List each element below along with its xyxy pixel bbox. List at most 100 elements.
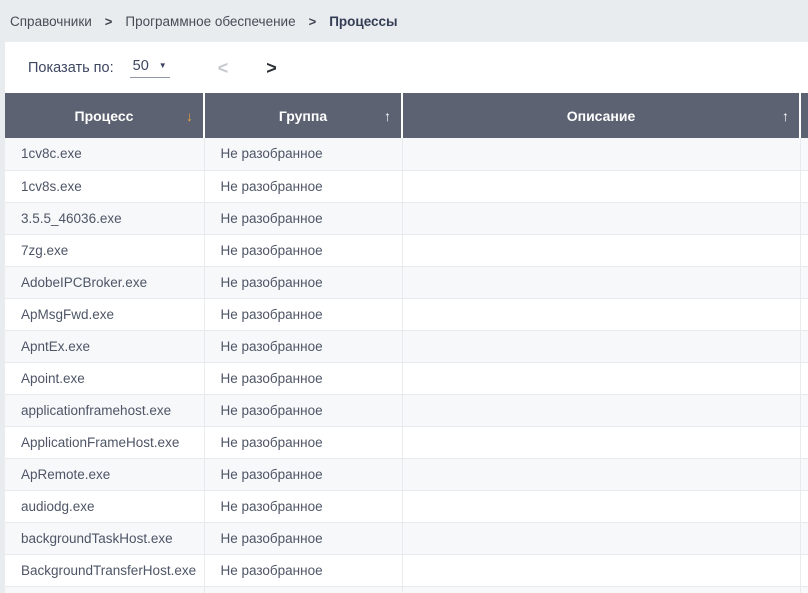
description-cell bbox=[402, 394, 801, 427]
table-row[interactable]: ApplicationFrameHost.exe Не разобранное bbox=[5, 426, 808, 459]
toolbar: Показать по: 50 ▼ < > bbox=[5, 42, 808, 93]
table-row[interactable]: 1cv8c.exe Не разобранное bbox=[5, 138, 808, 171]
description-cell bbox=[402, 362, 801, 395]
page-size-value: 50 bbox=[132, 57, 149, 74]
table-row[interactable]: AdobeIPCBroker.exe Не разобранное bbox=[5, 266, 808, 299]
table-row[interactable]: 7zg.exe Не разобранное bbox=[5, 234, 808, 267]
group-cell bbox=[204, 586, 403, 593]
process-cell: applicationframehost.exe bbox=[5, 394, 205, 427]
table-row[interactable]: audiodg.exe Не разобранное bbox=[5, 490, 808, 523]
description-cell bbox=[402, 170, 801, 203]
column-header-description[interactable]: Описание ↑ bbox=[402, 93, 801, 138]
breadcrumb-item-directories[interactable]: Справочники bbox=[10, 13, 92, 29]
description-cell bbox=[402, 202, 801, 235]
overflow-cell bbox=[800, 266, 808, 299]
group-cell: Не разобранное bbox=[204, 458, 403, 491]
overflow-cell bbox=[800, 138, 808, 171]
page-size-select[interactable]: 50 ▼ bbox=[129, 57, 170, 78]
next-page-button[interactable]: > bbox=[260, 57, 283, 79]
overflow-cell bbox=[800, 330, 808, 363]
column-header-group[interactable]: Группа ↑ bbox=[204, 93, 403, 138]
group-cell: Не разобранное bbox=[204, 138, 403, 171]
table-row[interactable] bbox=[5, 586, 808, 593]
description-cell bbox=[402, 234, 801, 267]
overflow-cell bbox=[800, 586, 808, 593]
process-cell: backgroundTaskHost.exe bbox=[5, 522, 205, 555]
description-cell bbox=[402, 426, 801, 459]
overflow-cell bbox=[800, 394, 808, 427]
description-cell bbox=[402, 458, 801, 491]
table-header-row: Процесс ↓ Группа ↑ Описание ↑ bbox=[5, 93, 808, 138]
table-row[interactable]: 1cv8s.exe Не разобранное bbox=[5, 170, 808, 203]
group-cell: Не разобранное bbox=[204, 170, 403, 203]
group-cell: Не разобранное bbox=[204, 330, 403, 363]
group-cell: Не разобранное bbox=[204, 426, 403, 459]
overflow-cell bbox=[800, 170, 808, 203]
process-cell: BackgroundTransferHost.exe bbox=[5, 554, 205, 587]
overflow-cell bbox=[800, 202, 808, 235]
table-row[interactable]: ApMsgFwd.exe Не разобранное bbox=[5, 298, 808, 331]
overflow-cell bbox=[800, 426, 808, 459]
table-row[interactable]: ApRemote.exe Не разобранное bbox=[5, 458, 808, 491]
overflow-cell bbox=[800, 298, 808, 331]
chevron-down-icon: ▼ bbox=[158, 60, 167, 70]
group-cell: Не разобранное bbox=[204, 234, 403, 267]
process-cell: AdobeIPCBroker.exe bbox=[5, 266, 205, 299]
description-cell bbox=[402, 522, 801, 555]
description-cell bbox=[402, 138, 801, 171]
overflow-cell bbox=[800, 362, 808, 395]
breadcrumb-separator-icon: > bbox=[308, 13, 317, 29]
breadcrumb-separator-icon: > bbox=[104, 13, 113, 29]
overflow-cell bbox=[800, 458, 808, 491]
processes-table: Процесс ↓ Группа ↑ Описание ↑ 1cv8c.exe bbox=[5, 93, 808, 593]
column-header-overflow bbox=[800, 93, 808, 138]
breadcrumb-item-processes: Процессы bbox=[329, 13, 398, 29]
prev-page-button[interactable]: < bbox=[212, 57, 235, 79]
process-cell: Apoint.exe bbox=[5, 362, 205, 395]
process-cell: 7zg.exe bbox=[5, 234, 205, 267]
table-row[interactable]: Apoint.exe Не разобранное bbox=[5, 362, 808, 395]
description-cell bbox=[402, 266, 801, 299]
column-header-process[interactable]: Процесс ↓ bbox=[5, 93, 205, 138]
group-cell: Не разобранное bbox=[204, 394, 403, 427]
process-cell: ApplicationFrameHost.exe bbox=[5, 426, 205, 459]
process-cell: ApRemote.exe bbox=[5, 458, 205, 491]
content-panel: Показать по: 50 ▼ < > Процесс ↓ Группа bbox=[5, 42, 808, 593]
process-cell: ApMsgFwd.exe bbox=[5, 298, 205, 331]
process-cell: 1cv8c.exe bbox=[5, 138, 205, 171]
table-row[interactable]: BackgroundTransferHost.exe Не разобранно… bbox=[5, 554, 808, 587]
table-row[interactable]: 3.5.5_46036.exe Не разобранное bbox=[5, 202, 808, 235]
process-cell: 3.5.5_46036.exe bbox=[5, 202, 205, 235]
group-cell: Не разобранное bbox=[204, 362, 403, 395]
breadcrumb-item-software[interactable]: Программное обеспечение bbox=[125, 13, 296, 29]
column-header-label: Процесс bbox=[74, 107, 134, 124]
process-cell: 1cv8s.exe bbox=[5, 170, 205, 203]
group-cell: Не разобранное bbox=[204, 490, 403, 523]
overflow-cell bbox=[800, 522, 808, 555]
process-cell bbox=[5, 586, 205, 593]
breadcrumb: Справочники > Программное обеспечение > … bbox=[0, 0, 808, 42]
table-row[interactable]: backgroundTaskHost.exe Не разобранное bbox=[5, 522, 808, 555]
table-body: 1cv8c.exe Не разобранное 1cv8s.exe Не ра… bbox=[5, 138, 808, 593]
overflow-cell bbox=[800, 554, 808, 587]
description-cell bbox=[402, 586, 801, 593]
group-cell: Не разобранное bbox=[204, 298, 403, 331]
overflow-cell bbox=[800, 234, 808, 267]
group-cell: Не разобранное bbox=[204, 554, 403, 587]
group-cell: Не разобранное bbox=[204, 266, 403, 299]
sort-desc-icon: ↓ bbox=[186, 107, 193, 124]
description-cell bbox=[402, 554, 801, 587]
process-cell: ApntEx.exe bbox=[5, 330, 205, 363]
sort-asc-icon: ↑ bbox=[384, 107, 391, 124]
group-cell: Не разобранное bbox=[204, 522, 403, 555]
description-cell bbox=[402, 298, 801, 331]
column-header-label: Группа bbox=[278, 107, 328, 124]
description-cell bbox=[402, 490, 801, 523]
table-row[interactable]: applicationframehost.exe Не разобранное bbox=[5, 394, 808, 427]
group-cell: Не разобранное bbox=[204, 202, 403, 235]
page-size-label: Показать по: bbox=[28, 59, 114, 76]
table-row[interactable]: ApntEx.exe Не разобранное bbox=[5, 330, 808, 363]
process-cell: audiodg.exe bbox=[5, 490, 205, 523]
column-header-label: Описание bbox=[566, 107, 636, 124]
